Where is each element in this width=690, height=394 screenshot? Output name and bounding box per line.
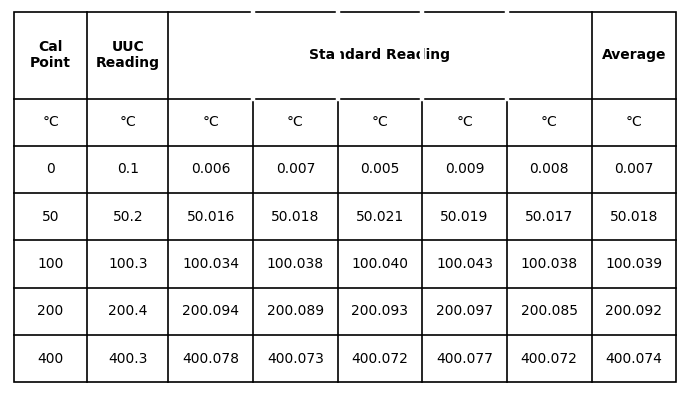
Text: °C: °C [626, 115, 642, 129]
Text: 100.3: 100.3 [108, 257, 148, 271]
Text: Average: Average [602, 48, 666, 62]
Text: 200: 200 [37, 304, 63, 318]
Text: 100.043: 100.043 [436, 257, 493, 271]
Text: 100.034: 100.034 [182, 257, 239, 271]
Text: °C: °C [42, 115, 59, 129]
Text: 0.006: 0.006 [191, 162, 230, 177]
Text: 50.2: 50.2 [112, 210, 144, 224]
Text: 0.007: 0.007 [614, 162, 653, 177]
Text: 400.078: 400.078 [182, 351, 239, 366]
Text: °C: °C [287, 115, 304, 129]
Text: Cal
Point: Cal Point [30, 40, 71, 70]
Text: 50: 50 [42, 210, 59, 224]
Text: °C: °C [119, 115, 136, 129]
Text: 0.009: 0.009 [445, 162, 484, 177]
Text: 100.039: 100.039 [605, 257, 662, 271]
Text: °C: °C [541, 115, 558, 129]
Text: °C: °C [202, 115, 219, 129]
Text: 200.097: 200.097 [436, 304, 493, 318]
Text: Standard Reading: Standard Reading [309, 48, 451, 62]
Text: 200.4: 200.4 [108, 304, 148, 318]
Text: 400: 400 [37, 351, 63, 366]
Text: 100: 100 [37, 257, 63, 271]
Text: 400.072: 400.072 [521, 351, 578, 366]
Text: 400.3: 400.3 [108, 351, 148, 366]
Text: 200.093: 200.093 [351, 304, 408, 318]
Text: 0.007: 0.007 [275, 162, 315, 177]
Text: 50.018: 50.018 [271, 210, 319, 224]
Text: 100.038: 100.038 [521, 257, 578, 271]
Text: 200.089: 200.089 [267, 304, 324, 318]
Text: 400.077: 400.077 [436, 351, 493, 366]
Text: 0.005: 0.005 [360, 162, 400, 177]
Text: 200.092: 200.092 [605, 304, 662, 318]
Text: °C: °C [372, 115, 388, 129]
Text: 0.008: 0.008 [529, 162, 569, 177]
Text: 100.038: 100.038 [267, 257, 324, 271]
Text: 100.040: 100.040 [351, 257, 408, 271]
Text: 50.016: 50.016 [186, 210, 235, 224]
Text: 200.094: 200.094 [182, 304, 239, 318]
Text: 50.021: 50.021 [356, 210, 404, 224]
Text: 50.018: 50.018 [610, 210, 658, 224]
Text: 400.072: 400.072 [351, 351, 408, 366]
Text: 0.1: 0.1 [117, 162, 139, 177]
Text: 400.074: 400.074 [605, 351, 662, 366]
Text: °C: °C [456, 115, 473, 129]
Text: UUC
Reading: UUC Reading [96, 40, 160, 70]
Text: 50.019: 50.019 [440, 210, 489, 224]
Text: 400.073: 400.073 [267, 351, 324, 366]
Text: 50.017: 50.017 [525, 210, 573, 224]
Text: 0: 0 [46, 162, 55, 177]
Text: 200.085: 200.085 [521, 304, 578, 318]
